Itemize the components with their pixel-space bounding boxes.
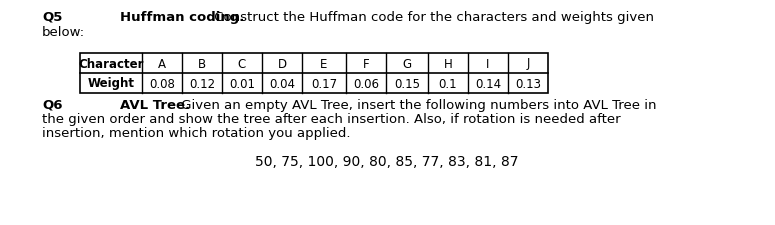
Text: Construct the Huffman code for the characters and weights given: Construct the Huffman code for the chara…: [210, 11, 654, 24]
Text: 0.15: 0.15: [394, 77, 420, 90]
Text: C: C: [238, 57, 246, 70]
Text: Q5: Q5: [42, 11, 62, 24]
Text: H: H: [443, 57, 453, 70]
Text: I: I: [487, 57, 490, 70]
Text: D: D: [277, 57, 287, 70]
Text: Character: Character: [78, 57, 143, 70]
Text: 0.13: 0.13: [515, 77, 541, 90]
Text: Given an empty AVL Tree, insert the following numbers into AVL Tree in: Given an empty AVL Tree, insert the foll…: [177, 99, 656, 112]
Text: A: A: [158, 57, 166, 70]
Text: the given order and show the tree after each insertion. Also, if rotation is nee: the given order and show the tree after …: [42, 112, 621, 126]
Text: J: J: [526, 57, 529, 70]
Text: below:: below:: [42, 26, 85, 39]
Bar: [80, 54, 548, 94]
Text: B: B: [198, 57, 206, 70]
Text: 50, 75, 100, 90, 80, 85, 77, 83, 81, 87: 50, 75, 100, 90, 80, 85, 77, 83, 81, 87: [255, 154, 518, 168]
Text: AVL Tree.: AVL Tree.: [120, 99, 190, 112]
Text: Q6: Q6: [42, 99, 63, 112]
Text: G: G: [402, 57, 412, 70]
Text: 0.01: 0.01: [229, 77, 255, 90]
Text: 0.17: 0.17: [311, 77, 337, 90]
Text: 0.08: 0.08: [149, 77, 175, 90]
Text: 0.04: 0.04: [269, 77, 295, 90]
Text: 0.12: 0.12: [189, 77, 215, 90]
Text: 0.1: 0.1: [439, 77, 457, 90]
Text: Huffman coding.: Huffman coding.: [120, 11, 244, 24]
Text: 0.06: 0.06: [353, 77, 379, 90]
Text: 0.14: 0.14: [475, 77, 501, 90]
Text: insertion, mention which rotation you applied.: insertion, mention which rotation you ap…: [42, 126, 350, 139]
Text: F: F: [363, 57, 370, 70]
Text: Weight: Weight: [88, 77, 135, 90]
Text: E: E: [320, 57, 328, 70]
